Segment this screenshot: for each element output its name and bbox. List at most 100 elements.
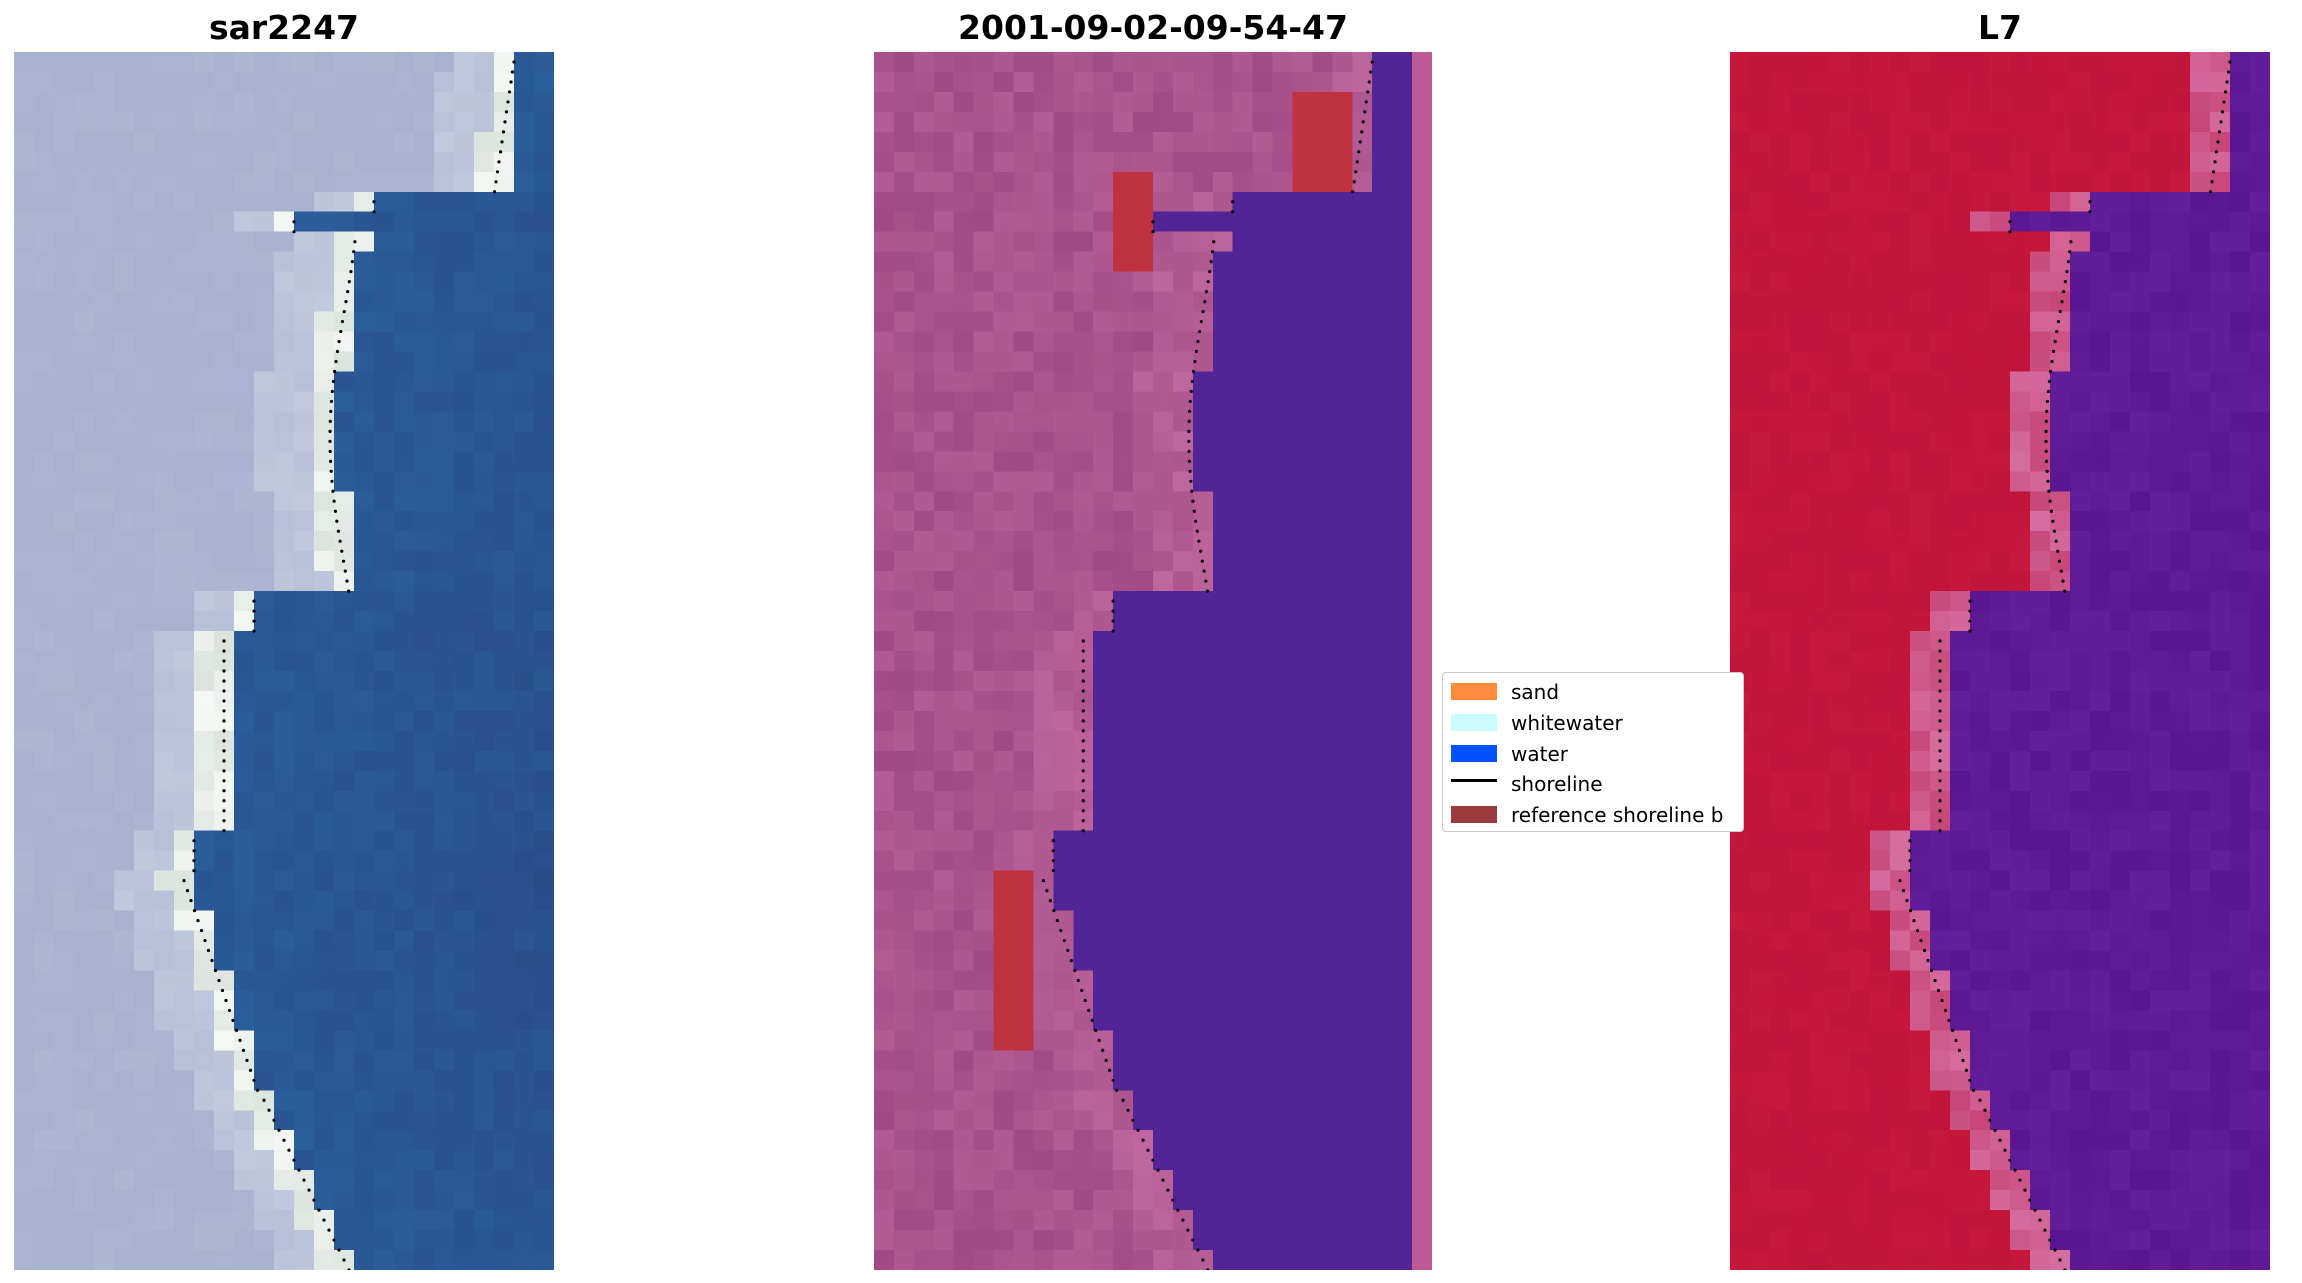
- shoreline-point: [1938, 789, 1942, 793]
- ndwi-image: [1730, 52, 2270, 1270]
- shoreline-point: [2047, 379, 2052, 384]
- legend-swatch-reference-buffer: [1451, 806, 1497, 823]
- shoreline-point: [1203, 299, 1207, 304]
- shoreline-point: [2048, 1238, 2052, 1242]
- shoreline-point: [1936, 988, 1941, 993]
- shoreline-point: [1131, 1118, 1135, 1122]
- shoreline-point: [1209, 260, 1213, 264]
- shoreline-point: [2063, 280, 2067, 284]
- shoreline-point: [2018, 1178, 2022, 1182]
- legend-label-whitewater: whitewater: [1511, 711, 1623, 735]
- shoreline-point: [1938, 719, 1942, 723]
- shoreline-point: [224, 998, 228, 1003]
- shoreline-point: [1073, 968, 1077, 973]
- shoreline-point: [1196, 1248, 1200, 1252]
- shoreline-point: [1926, 958, 1930, 963]
- shoreline-point: [1978, 1098, 1982, 1102]
- legend-label-shoreline: shoreline: [1511, 772, 1603, 796]
- legend-swatch-whitewater: [1451, 714, 1497, 731]
- classified-image: [874, 52, 1432, 1270]
- shoreline-point: [1938, 649, 1942, 653]
- shoreline-point: [501, 130, 506, 134]
- shoreline-point: [2058, 1258, 2062, 1262]
- shoreline-point: [1912, 918, 1916, 923]
- shoreline-point: [1922, 948, 1927, 953]
- shoreline-point: [2045, 469, 2049, 473]
- shoreline-point: [1938, 779, 1942, 783]
- shoreline-point: [222, 759, 226, 763]
- shoreline-point: [1208, 270, 1212, 274]
- shoreline-point: [330, 389, 334, 394]
- shoreline-point: [1101, 1048, 1105, 1052]
- shoreline-point: [1950, 1028, 1955, 1032]
- shoreline-point: [1069, 958, 1073, 963]
- shoreline-point: [1081, 819, 1085, 823]
- shoreline-point: [1938, 729, 1942, 733]
- shoreline-point: [1938, 699, 1942, 703]
- shoreline-point: [292, 230, 296, 234]
- shoreline-point: [213, 968, 218, 973]
- ndwi-image-panel: [1730, 52, 2270, 1270]
- shoreline-point: [1364, 100, 1368, 104]
- shoreline-point: [2088, 210, 2092, 214]
- shoreline-point: [1151, 220, 1155, 224]
- shoreline-point: [220, 988, 225, 993]
- shoreline-point: [1045, 889, 1049, 893]
- shoreline-point: [2044, 419, 2048, 423]
- shoreline-point: [1181, 1218, 1185, 1222]
- shoreline-point: [2044, 459, 2049, 463]
- shoreline-point: [1136, 1128, 1140, 1132]
- shoreline-point: [509, 80, 513, 84]
- shoreline-point: [1938, 669, 1942, 673]
- shoreline-point: [2045, 409, 2049, 414]
- shoreline-point: [1938, 739, 1942, 743]
- shoreline-point: [1161, 1178, 1165, 1182]
- shoreline-point: [349, 270, 353, 274]
- shoreline-point: [1370, 60, 1374, 64]
- shoreline-point: [1187, 459, 1192, 463]
- shoreline-point: [512, 60, 516, 64]
- shoreline-point: [272, 1118, 276, 1122]
- shoreline-point: [328, 459, 333, 463]
- shoreline-point: [222, 719, 226, 723]
- shoreline-point: [1048, 899, 1052, 903]
- shoreline-point: [1938, 829, 1942, 833]
- shoreline-point: [2056, 549, 2060, 553]
- shoreline-point: [328, 449, 332, 453]
- shoreline-point: [1115, 1088, 1119, 1092]
- shoreline-point: [328, 439, 332, 443]
- shoreline-overlay: [1898, 60, 2232, 1270]
- shoreline-point: [2046, 389, 2050, 394]
- shoreline-point: [1076, 978, 1080, 983]
- shoreline-point: [1121, 1098, 1125, 1102]
- shoreline-point: [2052, 529, 2057, 533]
- shoreline-point: [1081, 649, 1085, 653]
- shoreline-point: [210, 958, 214, 963]
- shoreline-point: [185, 889, 190, 893]
- shoreline-point: [1908, 908, 1913, 913]
- shoreline-point: [2008, 230, 2012, 234]
- shoreline-point: [292, 220, 296, 224]
- shoreline-point: [1938, 659, 1942, 663]
- legend-label-sand: sand: [1511, 680, 1560, 704]
- shoreline-point: [1197, 329, 1202, 334]
- shoreline-point: [1357, 150, 1361, 154]
- shoreline-point: [332, 1238, 336, 1242]
- shoreline-point: [255, 1088, 260, 1092]
- shoreline-point: [494, 180, 498, 184]
- shoreline-point: [503, 120, 507, 124]
- shoreline-point: [222, 649, 226, 653]
- shoreline-point: [2055, 329, 2059, 334]
- shoreline-point: [2220, 110, 2225, 114]
- shoreline-point: [282, 1138, 286, 1142]
- shoreline-point: [1964, 1068, 1969, 1072]
- shoreline-point: [222, 829, 226, 833]
- shoreline-point: [350, 260, 354, 264]
- shoreline-point: [1111, 629, 1115, 633]
- shoreline-point: [2033, 1208, 2037, 1212]
- shoreline-point: [2049, 509, 2054, 513]
- shoreline-point: [189, 899, 193, 903]
- shoreline-point: [372, 200, 376, 204]
- shoreline-point: [331, 489, 335, 493]
- shoreline-point: [1081, 789, 1085, 793]
